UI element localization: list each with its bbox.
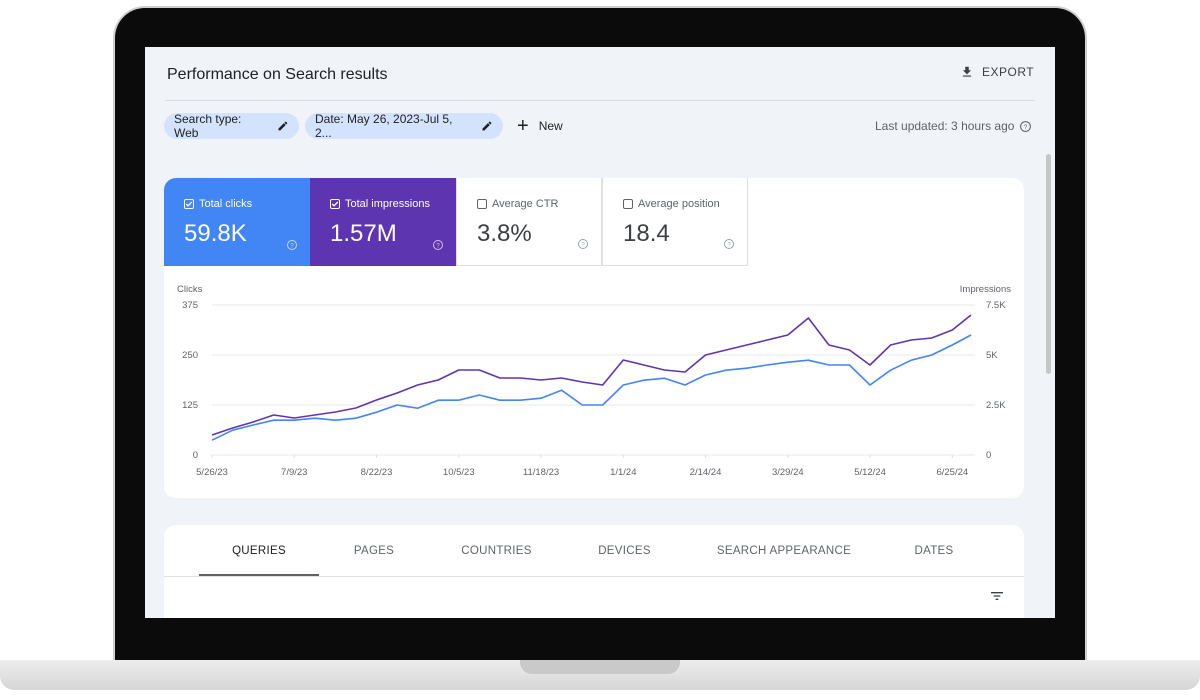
metric-value: 1.57M (330, 220, 397, 247)
y2-tick-label: 0 (986, 450, 991, 461)
y-tick-label: 0 (193, 450, 198, 461)
x-tick-label: 8/22/23 (361, 467, 393, 478)
y2-axis-label: Impressions (960, 284, 1011, 295)
metric-value: 18.4 (623, 220, 670, 247)
y2-tick-label: 2.5K (986, 400, 1006, 411)
tab[interactable]: SEARCH APPEARANCE (716, 545, 852, 557)
filter-chip[interactable]: Search type: Web (164, 112, 299, 140)
metric-label: Average position (638, 198, 720, 210)
metric-label-row: Total impressions (330, 198, 430, 210)
tab[interactable]: DATES (914, 545, 954, 557)
export-button[interactable]: EXPORT (960, 65, 1034, 79)
x-tick-label: 10/5/23 (443, 467, 475, 478)
last-updated: Last updated: 3 hours ago ? (875, 119, 1032, 133)
screen: Performance on Search results EXPORT Sea… (145, 47, 1055, 618)
x-tick-label: 5/26/23 (196, 467, 228, 478)
y-axis-label: Clicks (177, 284, 203, 295)
svg-text:?: ? (1024, 123, 1028, 130)
chip-label: Date: May 26, 2023-Jul 5, 2... (315, 112, 453, 140)
svg-text:?: ? (290, 243, 294, 249)
tab[interactable]: DEVICES (598, 545, 651, 557)
series-line (211, 314, 972, 436)
last-updated-text: Last updated: 3 hours ago (875, 119, 1015, 133)
x-tick-label: 11/18/23 (523, 467, 559, 478)
chart: Clicks Impressions 0 125 250 375 0 2.5K 5K 7.5K… (177, 284, 1011, 478)
checkbox (477, 199, 487, 209)
svg-text:?: ? (581, 242, 585, 248)
help-icon: ? (723, 237, 735, 255)
edit-icon (482, 121, 492, 131)
metric-label: Average CTR (492, 198, 559, 210)
x-tick-label: 6/25/24 (936, 467, 968, 478)
y2-tick-label: 5K (986, 350, 998, 361)
plus-icon: + (517, 114, 529, 137)
x-tick-label: 1/1/24 (610, 467, 636, 478)
metric-label: Total clicks (199, 198, 253, 210)
metric-card[interactable]: Average position 18.4? (602, 178, 748, 266)
chip-label: Search type: Web (174, 112, 242, 140)
x-tick-label: 3/29/24 (772, 467, 804, 478)
svg-text:?: ? (727, 242, 731, 248)
page-title: Performance on Search results (167, 66, 388, 83)
new-label: New (538, 119, 563, 133)
x-tick-label: 5/12/24 (854, 467, 886, 478)
series-line (211, 334, 972, 441)
svg-text:?: ? (436, 243, 440, 249)
help-icon: ? (577, 237, 589, 255)
tab-panel: QUERIES PAGES COUNTRIES DEVICES SEARCH APPEA… (164, 525, 1024, 618)
tab-indicator (199, 574, 319, 576)
performance-card: Total clicks 59.8K? Total impressions 1.57M… (164, 178, 1024, 498)
laptop-notch (520, 660, 680, 674)
new-filter-button[interactable]: + New (517, 113, 563, 139)
checkbox (623, 199, 633, 209)
metric-card[interactable]: Average CTR 3.8%? (456, 178, 602, 266)
checkbox (184, 199, 194, 209)
help-icon: ? (1020, 120, 1032, 132)
tab-divider (164, 576, 1024, 577)
y-tick-label: 375 (182, 300, 198, 311)
y-tick-label: 125 (182, 400, 198, 411)
filter-icon[interactable] (989, 588, 1005, 604)
download-icon (962, 66, 972, 77)
metric-label-row: Average CTR (477, 198, 558, 210)
export-label: EXPORT (982, 65, 1035, 79)
divider (165, 100, 1035, 101)
metric-card[interactable]: Total impressions 1.57M? (310, 178, 456, 266)
metric-label-row: Total clicks (184, 198, 252, 210)
metric-label-row: Average position (623, 198, 720, 210)
metric-label: Total impressions (345, 198, 430, 210)
edit-icon (278, 121, 288, 131)
help-icon: ? (286, 238, 298, 256)
tab[interactable]: PAGES (353, 545, 395, 557)
tab[interactable]: COUNTRIES (461, 545, 532, 557)
metric-value: 59.8K (184, 220, 247, 247)
metric-value: 3.8% (477, 220, 532, 247)
y-tick-label: 250 (182, 350, 198, 361)
help-icon: ? (432, 238, 444, 256)
x-tick-label: 2/14/24 (690, 467, 722, 478)
tab[interactable]: QUERIES (232, 545, 286, 557)
filter-chip[interactable]: Date: May 26, 2023-Jul 5, 2... (305, 112, 503, 140)
x-tick-label: 7/9/23 (281, 467, 307, 478)
metric-card[interactable]: Total clicks 59.8K? (164, 178, 310, 266)
scrollbar (1046, 154, 1051, 374)
checkbox (330, 199, 340, 209)
y2-tick-label: 7.5K (986, 300, 1006, 311)
